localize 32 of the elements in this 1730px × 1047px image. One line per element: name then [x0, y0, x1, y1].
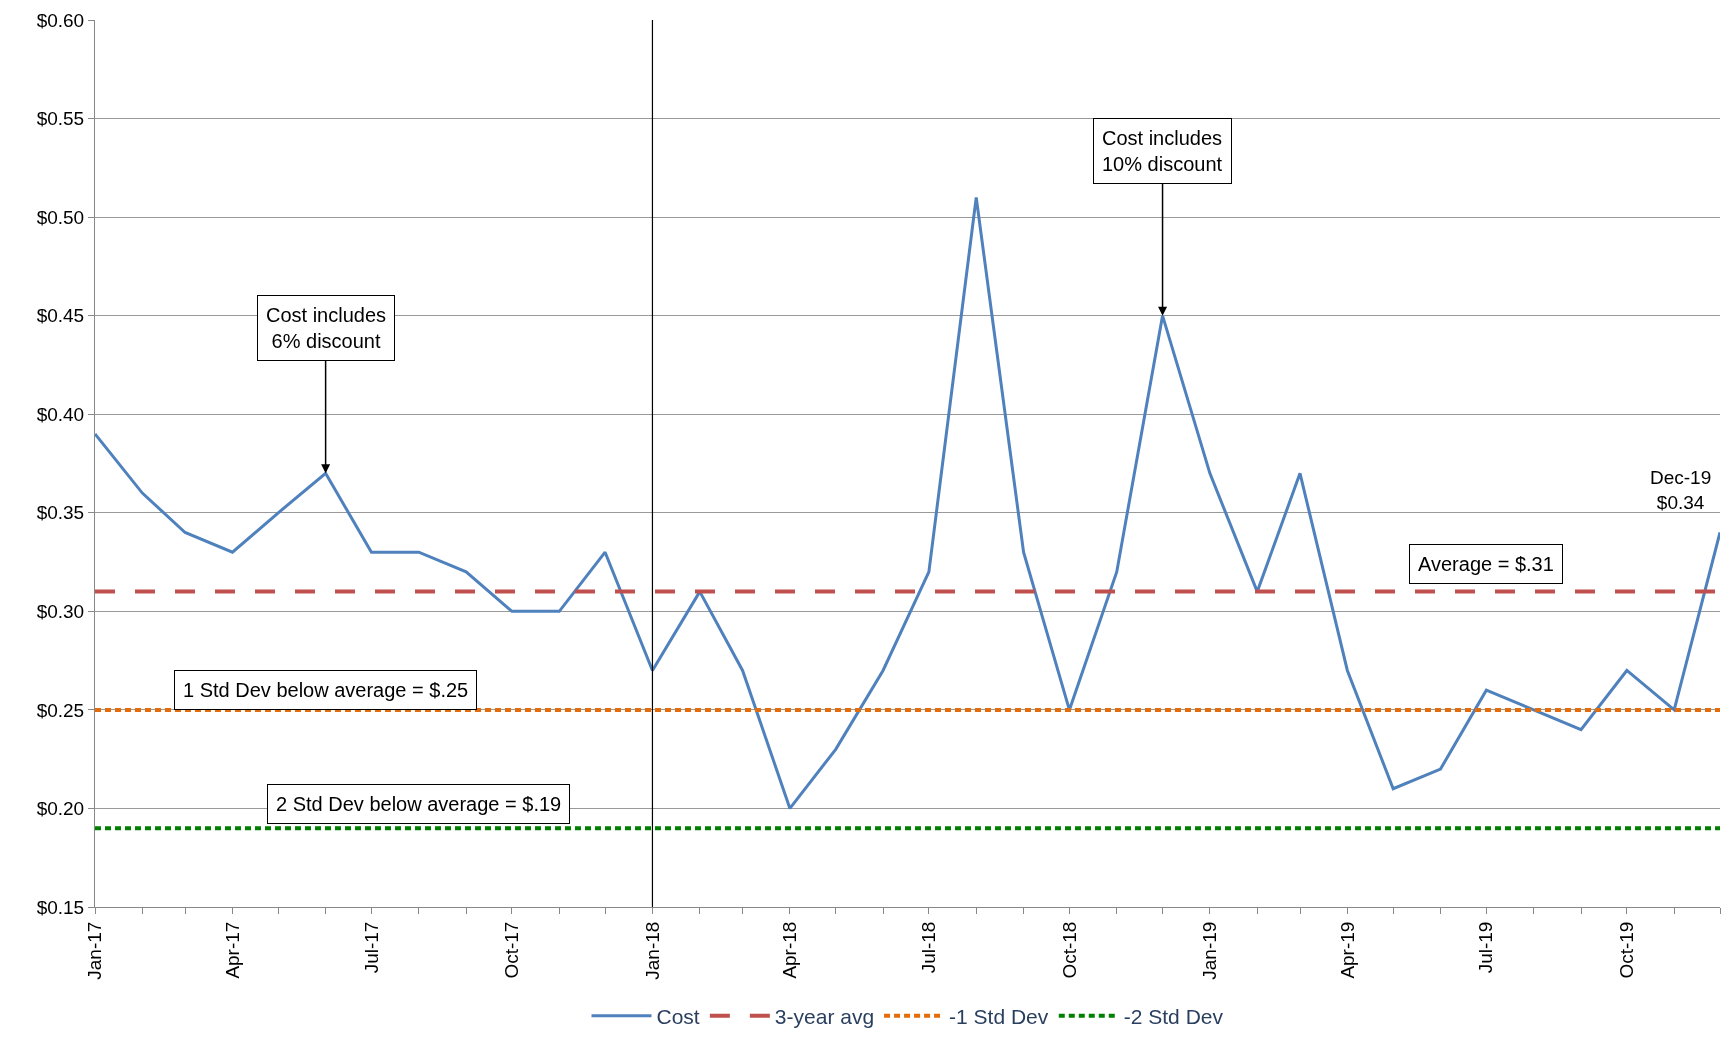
x-tick-label: Jan-18 [641, 921, 663, 980]
x-tick-label: Apr-19 [1336, 921, 1358, 979]
legend-label: -2 Std Dev [1123, 1005, 1224, 1029]
annotation: Cost includes 10% discount [1102, 127, 1223, 175]
x-tick-label: Oct-17 [501, 921, 523, 979]
x-tick-label: Jan-19 [1199, 921, 1221, 980]
y-tick-label: $0.45 [36, 305, 85, 327]
x-tick-label: Oct-19 [1616, 921, 1638, 979]
y-tick-label: $0.20 [36, 798, 85, 820]
annotation: Dec-19 $0.34 [1650, 467, 1712, 513]
y-tick-label: $0.25 [36, 699, 85, 721]
x-tick-label: Jul-19 [1475, 921, 1497, 974]
x-tick-label: Apr-18 [779, 921, 801, 979]
annotation: 1 Std Dev below average = $.25 [183, 679, 469, 701]
x-tick-label: Jul-18 [918, 921, 940, 974]
annotation: Cost includes 6% discount [266, 304, 387, 352]
y-tick-label: $0.50 [36, 206, 85, 228]
y-tick-label: $0.40 [36, 403, 85, 425]
legend-label: Cost [656, 1005, 700, 1029]
x-tick-label: Jul-17 [360, 921, 382, 974]
annotation: 2 Std Dev below average = $.19 [276, 793, 562, 815]
y-tick-label: $0.60 [36, 9, 85, 31]
y-tick-label: $0.30 [36, 600, 85, 622]
x-tick-label: Oct-18 [1058, 921, 1080, 979]
x-tick-label: Apr-17 [221, 921, 243, 979]
y-tick-label: $0.55 [36, 108, 85, 130]
x-tick-label: Jan-17 [84, 921, 106, 980]
y-tick-label: $0.15 [36, 896, 85, 918]
annotation: Average = $.31 [1418, 553, 1554, 575]
legend-label: -1 Std Dev [949, 1005, 1049, 1029]
legend-label: 3-year avg [774, 1005, 875, 1029]
y-tick-label: $0.35 [36, 502, 85, 524]
